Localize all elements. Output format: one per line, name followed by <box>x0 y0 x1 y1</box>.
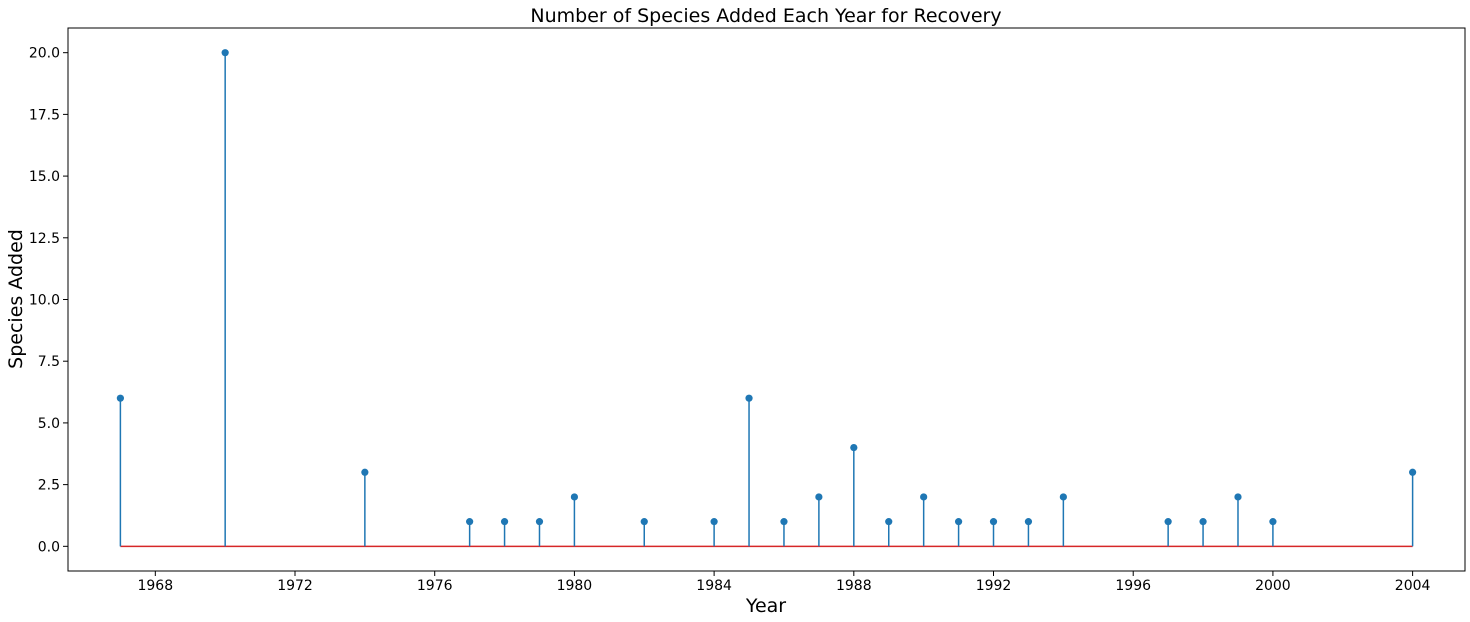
y-tick-label: 15.0 <box>29 169 60 185</box>
x-tick-label: 2004 <box>1395 578 1431 594</box>
stems-layer <box>116 49 1417 547</box>
y-tick-label: 2.5 <box>38 478 60 494</box>
stem-marker <box>1269 518 1277 526</box>
y-tick-label: 7.5 <box>38 354 60 370</box>
stem-marker <box>745 394 753 402</box>
chart-title: Number of Species Added Each Year for Re… <box>530 5 1001 27</box>
x-tick-label: 1996 <box>1115 578 1151 594</box>
stem-marker <box>954 518 963 526</box>
x-tick-label: 1984 <box>696 578 732 594</box>
plot-frame <box>67 27 1466 572</box>
stem-marker <box>1199 518 1207 526</box>
y-axis-label: Species Added <box>5 229 27 369</box>
stem-marker <box>221 49 229 57</box>
x-tick-label: 1988 <box>836 578 872 594</box>
stem-marker <box>710 518 718 526</box>
y-tick-label: 20.0 <box>29 46 60 62</box>
stem-marker <box>989 518 998 526</box>
x-tick-label: 1972 <box>277 578 313 594</box>
stem-marker <box>570 493 579 501</box>
stem-marker <box>1409 468 1417 476</box>
stem-marker <box>640 518 648 526</box>
stem-marker <box>780 518 788 526</box>
y-tick-label: 5.0 <box>38 416 60 432</box>
y-tick-label: 10.0 <box>29 293 60 309</box>
stem-marker <box>920 493 928 501</box>
stem-marker <box>1059 493 1067 501</box>
stem-marker <box>361 468 369 476</box>
axis-ticks: 1968 1972 1976 1980 1984 1988 1992 1996 2000 2004… <box>29 46 1431 594</box>
stem-marker <box>116 394 124 402</box>
stem-marker <box>1164 518 1172 526</box>
x-tick-label: 1968 <box>137 578 173 594</box>
stem-marker <box>500 518 509 526</box>
stem-marker <box>1024 518 1033 526</box>
stem-marker <box>1234 493 1242 501</box>
y-tick-label: 12.5 <box>29 231 60 247</box>
y-tick-label: 0.0 <box>38 539 60 555</box>
x-tick-label: 1980 <box>557 578 593 594</box>
x-tick-label: 2000 <box>1255 578 1291 594</box>
x-axis-label: Year <box>745 595 786 617</box>
stem-marker <box>466 518 474 526</box>
y-tick-label: 17.5 <box>29 107 60 123</box>
x-tick-label: 1992 <box>976 578 1012 594</box>
stem-marker <box>815 493 823 501</box>
stem-marker <box>885 518 893 526</box>
x-tick-label: 1976 <box>417 578 453 594</box>
stem-marker <box>850 443 858 452</box>
stem-marker <box>535 518 544 526</box>
